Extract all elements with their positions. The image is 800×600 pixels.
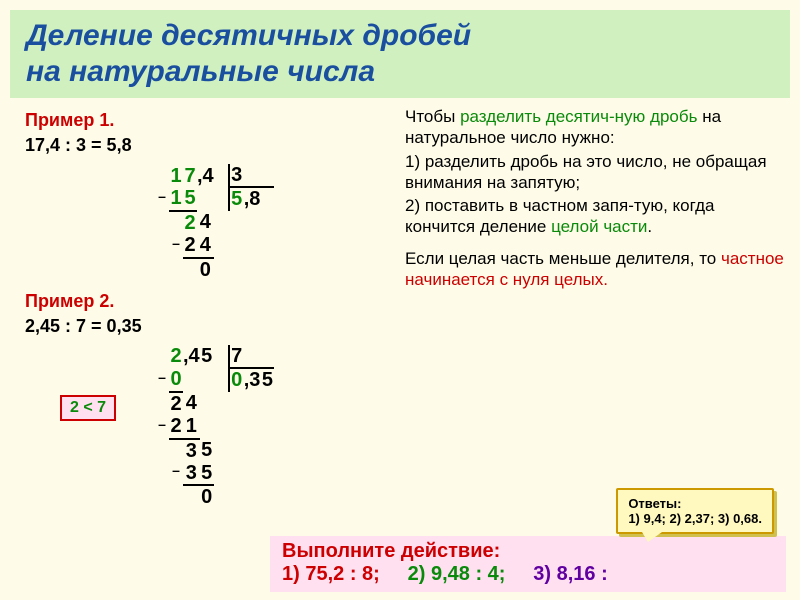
ld2-final: 0 [200, 485, 214, 508]
ld2-q-dec1: ,3 [244, 368, 261, 391]
ld2-s3a: 3 [183, 462, 200, 485]
minus-icon: – [158, 188, 166, 204]
ld1-s1b: 5 [183, 187, 197, 210]
slide: Деление десятичных дробей на натуральные… [0, 0, 800, 600]
ld1-s1a: 1 [169, 187, 183, 210]
ld2-q-int: 0 [229, 368, 244, 391]
rule3a: Если целая часть меньше делителя, то [405, 249, 721, 268]
ld1-q-int: 5 [229, 187, 244, 210]
ld2-s2b: 1 [183, 415, 200, 438]
rule2c: . [647, 217, 652, 236]
ld1-r2b: 4 [197, 211, 214, 234]
example1-equation: 17,4 : 3 = 5,8 [25, 135, 395, 156]
task-box: Выполните действие: 1) 75,2 : 8; 2) 9,48… [270, 536, 786, 592]
rule-intro-2: разделить десятич-ную дробь [460, 107, 697, 126]
minus-icon: – [172, 235, 180, 251]
task-title: Выполните действие: [282, 540, 774, 563]
ld1-d1: 1 [169, 164, 183, 187]
rule-intro: Чтобы разделить десятич-ную дробь на нат… [405, 106, 785, 149]
task-1: 1) 75,2 : 8; [282, 563, 380, 585]
ld1-q-dec: ,8 [244, 187, 261, 210]
ld2-r2b: 4 [183, 392, 200, 415]
right-column: Чтобы разделить десятич-ную дробь на нат… [405, 106, 785, 509]
rule2b: целой части [551, 217, 647, 236]
slide-title: Деление десятичных дробей на натуральные… [26, 18, 774, 90]
minus-icon: – [172, 462, 180, 478]
example1-label: Пример 1. [25, 110, 395, 131]
ld2-r3b: 5 [200, 439, 214, 462]
rule-1: 1) разделить дробь на это число, не обра… [405, 151, 785, 194]
rule-3: Если целая часть меньше делителя, то час… [405, 248, 785, 291]
title-line1: Деление десятичных дробей [26, 19, 471, 52]
long-division-2: 2 ,4 5 7 – 0 0 ,3 5 [155, 345, 274, 509]
ld2-q-dec2: 5 [260, 368, 274, 391]
task-3: 3) 8,16 : [533, 563, 607, 585]
ld2-s3b: 5 [200, 462, 214, 485]
answers-values: 1) 9,4; 2) 2,37; 3) 0,68. [628, 511, 762, 526]
answers-callout: Ответы: 1) 9,4; 2) 2,37; 3) 0,68. [616, 488, 774, 534]
minus-icon: – [158, 369, 166, 385]
ld2-divisor: 7 [229, 345, 244, 368]
rule-intro-1: Чтобы [405, 107, 460, 126]
left-column: Пример 1. 17,4 : 3 = 5,8 1 7 ,4 3 – 1 [10, 106, 395, 509]
example2-equation: 2,45 : 7 = 0,35 [25, 316, 395, 337]
title-line2: на натуральные числа [26, 55, 375, 88]
ld1-final: 0 [197, 258, 214, 281]
example2-label: Пример 2. [25, 291, 395, 312]
ld2-s1: 0 [169, 368, 183, 391]
content-area: Пример 1. 17,4 : 3 = 5,8 1 7 ,4 3 – 1 [10, 106, 790, 509]
ld2-r2a: 2 [169, 392, 183, 415]
answers-label: Ответы: [628, 496, 762, 511]
task-2: 2) 9,48 : 4; [408, 563, 506, 585]
title-box: Деление десятичных дробей на натуральные… [10, 10, 790, 98]
minus-icon: – [158, 416, 166, 432]
ld2-r3a: 3 [183, 439, 200, 462]
ld2-comma: ,4 [183, 345, 200, 368]
ld2-d3: 5 [200, 345, 214, 368]
ld1-d2: 7 [183, 164, 197, 187]
long-division-1: 1 7 ,4 3 – 1 5 5 ,8 [155, 164, 274, 281]
ld1-s2a: 2 [183, 234, 197, 257]
ld2-d1: 2 [169, 345, 183, 368]
task-items: 1) 75,2 : 8; 2) 9,48 : 4; 3) 8,16 : [282, 563, 774, 586]
ld1-s2b: 4 [197, 234, 214, 257]
ld1-r2a: 2 [183, 211, 197, 234]
ld2-s2a: 2 [169, 415, 183, 438]
ld1-comma: ,4 [197, 164, 214, 187]
compare-box: 2 < 7 [60, 395, 116, 421]
rule-2: 2) поставить в частном запя-тую, когда к… [405, 195, 785, 238]
ld1-divisor: 3 [229, 164, 244, 187]
